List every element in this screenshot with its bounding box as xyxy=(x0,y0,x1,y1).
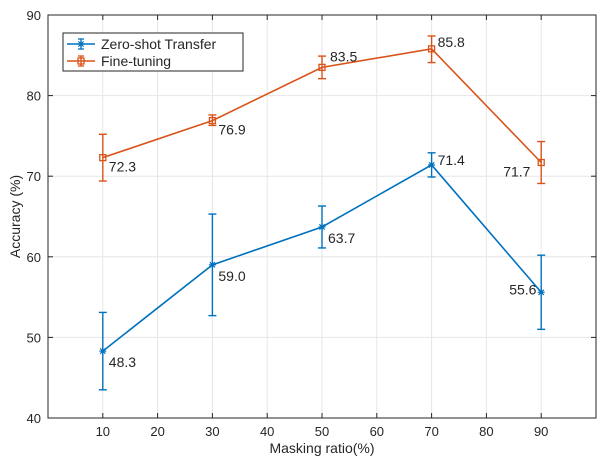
x-axis-label: Masking ratio(%) xyxy=(269,440,374,456)
star-stroke xyxy=(538,289,545,296)
legend-label: Zero-shot Transfer xyxy=(101,36,216,52)
legend-item: Fine-tuning xyxy=(67,53,171,69)
x-tick-label: 30 xyxy=(205,424,219,439)
star-stroke xyxy=(99,348,106,355)
axes xyxy=(47,14,597,419)
data-label: 55.6 xyxy=(509,281,536,297)
y-tick-label: 40 xyxy=(27,411,41,426)
y-axis-label: Accuracy (%) xyxy=(7,175,23,258)
data-label: 63.7 xyxy=(328,230,355,246)
data-point xyxy=(428,161,436,169)
data-point xyxy=(318,223,326,231)
x-tick-label: 80 xyxy=(479,424,493,439)
data-point xyxy=(537,288,545,296)
legend-item: Zero-shot Transfer xyxy=(67,36,216,52)
legend-marker xyxy=(77,57,85,65)
star-stroke xyxy=(428,161,435,168)
series-layer xyxy=(98,35,546,391)
y-tick-label: 70 xyxy=(27,169,41,184)
data-label: 48.3 xyxy=(109,354,136,370)
data-point xyxy=(537,158,545,167)
data-label: 76.9 xyxy=(218,122,245,138)
data-point xyxy=(318,63,326,72)
star-stroke xyxy=(209,261,216,268)
data-label: 85.8 xyxy=(438,34,465,50)
star-stroke xyxy=(318,223,326,231)
data-point xyxy=(208,261,216,269)
legend-label: Fine-tuning xyxy=(101,53,171,69)
y-tick-label: 50 xyxy=(27,330,41,345)
x-tick-label: 70 xyxy=(424,424,438,439)
data-point xyxy=(427,45,436,53)
x-tick-label: 40 xyxy=(260,424,274,439)
y-tick-label: 80 xyxy=(27,89,41,104)
data-label: 83.5 xyxy=(330,48,357,64)
star-stroke xyxy=(77,40,85,48)
data-point xyxy=(208,116,217,125)
legend-box xyxy=(62,32,244,72)
x-tick-label: 50 xyxy=(315,424,329,439)
data-label: 71.7 xyxy=(503,163,530,179)
x-tick-label: 10 xyxy=(96,424,110,439)
data-point xyxy=(99,154,107,162)
legend-marker xyxy=(77,40,85,48)
data-label: 72.3 xyxy=(109,159,136,175)
x-tick-label: 20 xyxy=(150,424,164,439)
tick-labels: 10 20 30 40 50 60 70 80 90 40 50 60 70 80 90 xyxy=(27,8,549,439)
series-0 xyxy=(98,152,546,391)
y-tick-label: 90 xyxy=(27,8,41,23)
data-point xyxy=(99,347,107,355)
data-labels: 48.3 59.0 63.7 71.4 55.6 72.3 76.9 83.5 85.8 71.7 xyxy=(109,34,537,370)
data-label: 71.4 xyxy=(438,152,465,168)
y-tick-label: 60 xyxy=(27,250,41,265)
x-tick-label: 60 xyxy=(370,424,384,439)
series-1 xyxy=(98,35,546,185)
x-tick-label: 90 xyxy=(534,424,548,439)
data-label: 59.0 xyxy=(218,268,245,284)
